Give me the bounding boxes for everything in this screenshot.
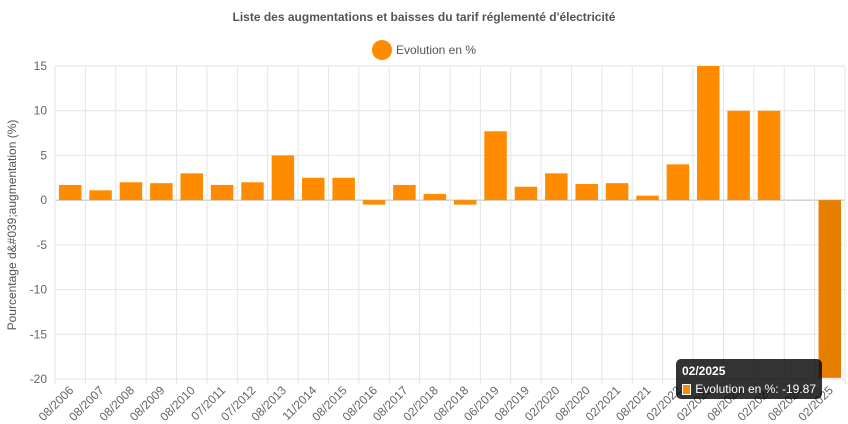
bar-07-2012[interactable] [241,182,264,201]
bar-08-2017[interactable] [393,184,416,201]
bar-11-2014[interactable] [302,177,325,201]
legend[interactable]: Evolution en % [0,40,848,60]
bar-08-2007[interactable] [89,190,112,201]
bar-07-2011[interactable] [210,184,234,201]
y-tick-label: 0 [40,193,47,207]
tooltip-body: Evolution en %: -19.87 [682,381,816,397]
y-ticks: 15 10 5 0 -5 -10 -15 -20 [30,59,48,386]
bar-02-2022[interactable] [666,164,690,201]
y-tick-label: 15 [34,59,48,73]
y-tick-label: -20 [30,372,48,386]
bar-08-2009[interactable] [150,183,173,201]
bar-02-2024[interactable] [757,110,781,201]
bar-08-2021[interactable] [636,195,659,201]
legend-swatch-icon [371,40,392,60]
tooltip-title: 02/2025 [682,364,726,378]
bars [58,66,842,378]
bar-08-2006[interactable] [58,184,82,201]
bar-08-2020[interactable] [575,184,598,201]
y-tick-label: -15 [30,327,48,341]
bar-06-2019[interactable] [484,131,507,201]
bar-02-2020[interactable] [545,173,568,201]
bar-08-2016[interactable] [362,200,386,205]
bar-02-2018[interactable] [423,193,447,201]
bar-08-2015[interactable] [332,177,355,201]
tooltip-swatch-icon [682,383,692,395]
bar-08-2019[interactable] [514,186,538,201]
bar-08-2008[interactable] [119,182,143,201]
bar-02-2023[interactable] [697,66,720,201]
grid [54,65,846,384]
bar-02-2021[interactable] [605,183,629,201]
y-tick-label: -10 [30,283,48,297]
y-tick-label: -5 [36,238,47,252]
y-tick-label: 10 [34,104,48,118]
legend-label: Evolution en % [395,43,477,57]
bar-08-2010[interactable] [180,173,203,201]
tooltip-label: Evolution en %: -19.87 [695,382,816,396]
chart-title: Liste des augmentations et baisses du ta… [232,10,616,24]
bar-08-2023[interactable] [727,110,750,201]
bar-08-2018[interactable] [453,200,477,205]
y-tick-label: 5 [40,148,47,162]
bar-02-2025[interactable] [818,200,842,378]
tooltip: 02/2025 Evolution en %: -19.87 [676,359,822,399]
bar-08-2013[interactable] [271,155,295,201]
